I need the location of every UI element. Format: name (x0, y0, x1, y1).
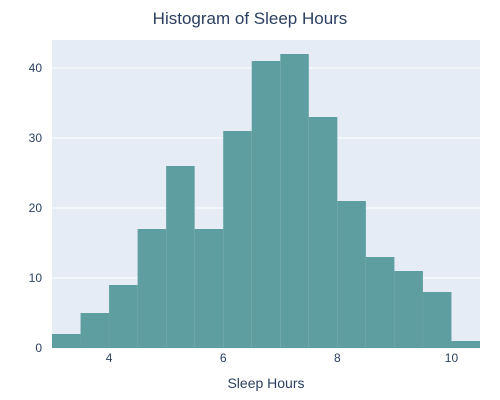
histogram-bar (137, 229, 167, 348)
histogram-bar (308, 117, 338, 348)
chart-title: Histogram of Sleep Hours (153, 9, 348, 28)
y-tick-label: 20 (29, 201, 43, 215)
histogram-bar (223, 131, 252, 348)
x-axis-ticks: 4 6 8 10 (106, 351, 459, 365)
histogram-bar (251, 61, 281, 348)
histogram-bar (194, 229, 224, 348)
histogram-bar (280, 54, 309, 348)
y-axis-ticks: 0 10 20 30 40 (29, 61, 43, 355)
y-tick-label: 10 (29, 271, 43, 285)
histogram-bar (451, 341, 480, 348)
y-tick-label: 30 (29, 131, 43, 145)
histogram-bar (365, 257, 395, 348)
histogram-bar (52, 334, 81, 348)
bars (52, 54, 480, 348)
x-axis-title: Sleep Hours (227, 375, 304, 391)
histogram-bar (166, 166, 195, 348)
histogram-bar (337, 201, 366, 348)
histogram-bar (422, 292, 452, 348)
x-tick-label: 8 (334, 351, 341, 365)
histogram-bar (109, 285, 138, 348)
histogram-bar (80, 313, 110, 348)
x-tick-label: 10 (445, 351, 459, 365)
y-tick-label: 40 (29, 61, 43, 75)
y-tick-label: 0 (35, 341, 42, 355)
x-tick-label: 4 (106, 351, 113, 365)
x-tick-label: 6 (220, 351, 227, 365)
histogram-bar (394, 271, 423, 348)
